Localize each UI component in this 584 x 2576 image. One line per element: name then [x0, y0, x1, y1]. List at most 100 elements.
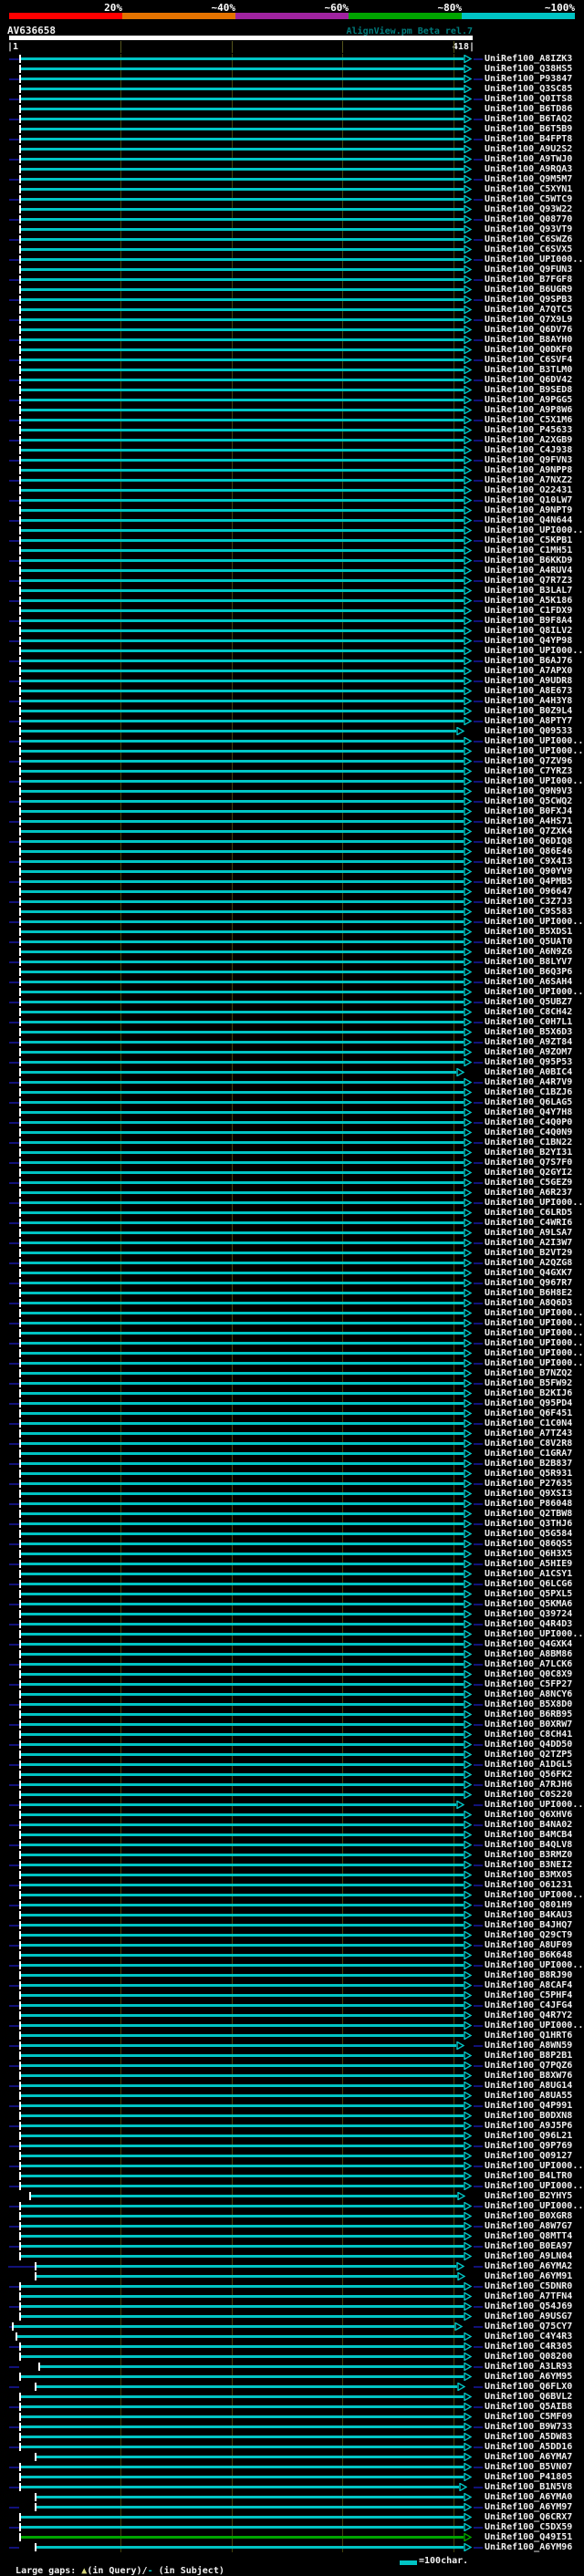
hit-label[interactable]: UniRef100_A8CAF4	[485, 1980, 573, 1990]
hit-label[interactable]: UniRef100_C4Q0P0	[485, 1117, 573, 1127]
hit-label[interactable]: UniRef100_P27635	[485, 1479, 573, 1489]
hit-label[interactable]: UniRef100_Q5UAT0	[485, 937, 573, 947]
hit-label[interactable]: UniRef100_Q95PD4	[485, 1398, 573, 1408]
hit-bar[interactable]	[21, 1874, 464, 1876]
alignment-row[interactable]: UniRef100_Q9FVN3	[0, 455, 584, 465]
alignment-row[interactable]: UniRef100_A2XGB9	[0, 435, 584, 445]
alignment-row[interactable]: UniRef100_C1BN22	[0, 1137, 584, 1148]
hit-bar[interactable]	[36, 2496, 464, 2498]
hit-label[interactable]: UniRef100_B6TAQ2	[485, 114, 573, 124]
hit-label[interactable]: UniRef100_C8CH41	[485, 1729, 573, 1740]
hit-bar[interactable]	[21, 1262, 464, 1264]
hit-bar[interactable]	[21, 810, 464, 813]
hit-label[interactable]: UniRef100_B5XDS1	[485, 927, 573, 937]
hit-label[interactable]: UniRef100_Q4DD50	[485, 1740, 573, 1750]
hit-label[interactable]: UniRef100_A7APX0	[485, 666, 573, 676]
hit-label[interactable]: UniRef100_A5DW83	[485, 2432, 573, 2442]
alignment-row[interactable]: UniRef100_Q4Y7H8	[0, 1107, 584, 1117]
hit-bar[interactable]	[21, 178, 464, 181]
alignment-row[interactable]: UniRef100_C4R305	[0, 2342, 584, 2352]
alignment-row[interactable]: UniRef100_Q0DKF0	[0, 345, 584, 355]
alignment-row[interactable]: UniRef100_B9F8A4	[0, 616, 584, 626]
hit-label[interactable]: UniRef100_Q93VT9	[485, 224, 573, 234]
hit-bar[interactable]	[21, 900, 464, 903]
alignment-row[interactable]: UniRef100_Q5R931	[0, 1469, 584, 1479]
hit-bar[interactable]	[21, 599, 464, 602]
hit-bar[interactable]	[21, 1502, 464, 1505]
alignment-row[interactable]: UniRef100_Q95PD4	[0, 1398, 584, 1408]
alignment-row[interactable]: UniRef100_C5WTC9	[0, 194, 584, 204]
hit-label[interactable]: UniRef100_A7RJH6	[485, 1780, 573, 1790]
hit-bar[interactable]	[21, 1783, 464, 1786]
hit-bar[interactable]	[21, 479, 464, 482]
alignment-row[interactable]: UniRef100_UPI000..	[0, 1308, 584, 1318]
hit-bar[interactable]	[21, 971, 464, 973]
hit-bar[interactable]	[21, 1472, 464, 1475]
hit-label[interactable]: UniRef100_Q6XHV6	[485, 1810, 573, 1820]
hit-label[interactable]: UniRef100_C5DX59	[485, 2522, 573, 2532]
hit-label[interactable]: UniRef100_C0H7L1	[485, 1017, 573, 1027]
alignment-row[interactable]: UniRef100_C5X1M6	[0, 415, 584, 425]
hit-bar[interactable]	[21, 2466, 464, 2468]
hit-label[interactable]: UniRef100_Q86QS5	[485, 1539, 573, 1549]
hit-label[interactable]: UniRef100_B4LTR0	[485, 2171, 573, 2181]
hit-bar[interactable]	[40, 2365, 464, 2368]
hit-label[interactable]: UniRef100_B1N5V8	[485, 2482, 573, 2492]
alignment-row[interactable]: UniRef100_C4Y4R3	[0, 2332, 584, 2342]
hit-bar[interactable]	[21, 1833, 464, 1836]
hit-label[interactable]: UniRef100_UPI000..	[485, 646, 584, 656]
hit-label[interactable]: UniRef100_Q7ZV96	[485, 756, 573, 766]
hit-label[interactable]: UniRef100_O22431	[485, 485, 573, 495]
alignment-row[interactable]: UniRef100_Q9N9V3	[0, 786, 584, 796]
hit-label[interactable]: UniRef100_C5FP27	[485, 1679, 573, 1689]
alignment-row[interactable]: UniRef100_Q6F451	[0, 1408, 584, 1418]
alignment-row[interactable]: UniRef100_Q2TBW8	[0, 1509, 584, 1519]
alignment-row[interactable]: UniRef100_A9PGG5	[0, 395, 584, 405]
hit-bar[interactable]	[21, 2014, 464, 2017]
hit-bar[interactable]	[21, 57, 464, 60]
alignment-row[interactable]: UniRef100_UPI000..	[0, 1328, 584, 1338]
alignment-row[interactable]: UniRef100_B0DXN8	[0, 2111, 584, 2121]
hit-label[interactable]: UniRef100_A6YM95	[485, 2372, 573, 2382]
alignment-row[interactable]: UniRef100_A2QZG8	[0, 1258, 584, 1268]
hit-label[interactable]: UniRef100_A8BM86	[485, 1649, 573, 1659]
alignment-row[interactable]: UniRef100_B2VT29	[0, 1248, 584, 1258]
alignment-row[interactable]: UniRef100_A9TWJ0	[0, 154, 584, 164]
hit-bar[interactable]	[21, 1201, 464, 1204]
hit-bar[interactable]	[21, 2295, 464, 2298]
hit-label[interactable]: UniRef100_Q09127	[485, 2151, 573, 2161]
hit-label[interactable]: UniRef100_UPI000..	[485, 254, 584, 265]
hit-bar[interactable]	[21, 118, 464, 120]
hit-bar[interactable]	[21, 1653, 464, 1656]
hit-label[interactable]: UniRef100_C5KPB1	[485, 535, 573, 545]
hit-bar[interactable]	[21, 248, 464, 251]
hit-label[interactable]: UniRef100_B7FGF8	[485, 275, 573, 285]
alignment-row[interactable]: UniRef100_B8RJ90	[0, 1970, 584, 1980]
alignment-row[interactable]: UniRef100_Q96L21	[0, 2131, 584, 2141]
hit-bar[interactable]	[21, 369, 464, 371]
alignment-row[interactable]: UniRef100_A8UA55	[0, 2091, 584, 2101]
alignment-row[interactable]: UniRef100_Q6LAG5	[0, 1097, 584, 1107]
hit-bar[interactable]	[21, 1061, 464, 1064]
alignment-row[interactable]: UniRef100_Q39724	[0, 1609, 584, 1619]
hit-label[interactable]: UniRef100_A6N9Z6	[485, 947, 573, 957]
hit-label[interactable]: UniRef100_UPI000..	[485, 917, 584, 927]
hit-label[interactable]: UniRef100_UPI000..	[485, 746, 584, 756]
alignment-row[interactable]: UniRef100_C4JFG4	[0, 2000, 584, 2010]
alignment-row[interactable]: UniRef100_A8CAF4	[0, 1980, 584, 1990]
hit-bar[interactable]	[21, 991, 464, 993]
alignment-row[interactable]: UniRef100_B2YI31	[0, 1148, 584, 1158]
hit-bar[interactable]	[21, 790, 464, 793]
hit-bar[interactable]	[21, 1001, 464, 1003]
hit-bar[interactable]	[21, 1854, 464, 1856]
hit-bar[interactable]	[21, 981, 464, 983]
hit-label[interactable]: UniRef100_Q3SC85	[485, 84, 573, 94]
alignment-row[interactable]: UniRef100_Q6DV42	[0, 375, 584, 385]
hit-bar[interactable]	[21, 1382, 464, 1385]
hit-bar[interactable]	[21, 1984, 464, 1987]
hit-label[interactable]: UniRef100_A6YM96	[485, 2542, 573, 2552]
hit-label[interactable]: UniRef100_C7YRZ3	[485, 766, 573, 776]
alignment-row[interactable]: UniRef100_C9S583	[0, 907, 584, 917]
hit-bar[interactable]	[21, 820, 464, 823]
hit-bar[interactable]	[21, 1964, 464, 1967]
